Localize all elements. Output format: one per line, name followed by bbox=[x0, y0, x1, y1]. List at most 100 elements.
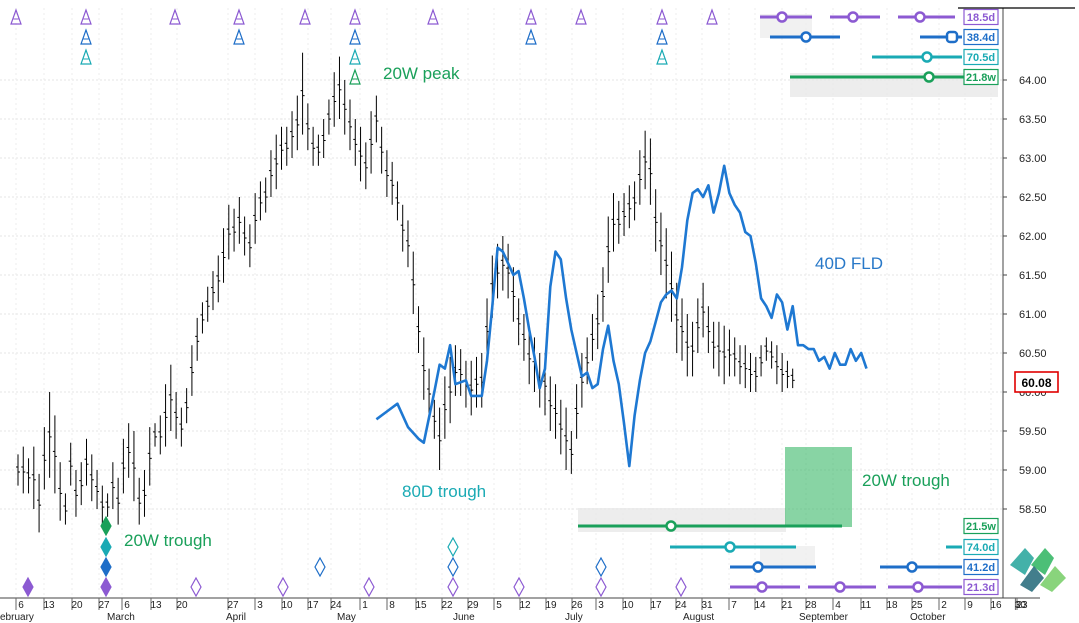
annotation-20w-peak: 20W peak bbox=[383, 64, 460, 83]
trough-diamond bbox=[363, 576, 375, 598]
trough-projection-box bbox=[785, 447, 852, 527]
x-month-label: March bbox=[107, 612, 135, 623]
annotation-20w-trough-right: 20W trough bbox=[862, 471, 950, 490]
x-day-label: 17 bbox=[307, 600, 319, 611]
x-day-label: 5 bbox=[496, 600, 502, 611]
logo-shape bbox=[1031, 548, 1054, 575]
cycle-label-text: 70.5d bbox=[967, 52, 995, 64]
trough-diamond bbox=[513, 576, 525, 598]
trough-diamond bbox=[314, 556, 326, 578]
logo-icon bbox=[1010, 548, 1066, 592]
cycle-phase-marker bbox=[847, 11, 859, 23]
last-price-label: 60.08 bbox=[1021, 376, 1051, 390]
cycle-label-text: 41.2d bbox=[967, 562, 995, 574]
peak-triangle bbox=[349, 48, 361, 65]
peak-triangle bbox=[706, 8, 718, 25]
peak-triangle bbox=[80, 48, 92, 65]
trough-diamond bbox=[100, 576, 112, 598]
cycle-label-box bbox=[963, 538, 999, 556]
x-day-label: 13 bbox=[150, 600, 162, 611]
x-day-label: 17 bbox=[650, 600, 662, 611]
trough-diamond bbox=[100, 556, 112, 578]
logo-shape bbox=[1040, 566, 1066, 592]
x-day-label: 21 bbox=[781, 600, 793, 611]
cycle-label-text: 21.8w bbox=[966, 72, 996, 84]
x-day-label: 28 bbox=[805, 600, 817, 611]
x-day-label: 31 bbox=[701, 600, 713, 611]
trough-diamond bbox=[595, 556, 607, 578]
cycle-phase-marker bbox=[914, 11, 926, 23]
x-day-label: 12 bbox=[519, 600, 531, 611]
peak-triangle bbox=[299, 8, 311, 25]
cycle-label-box bbox=[963, 517, 999, 535]
y-tick-label: 61.00 bbox=[1019, 309, 1047, 321]
trough-diamond bbox=[277, 576, 289, 598]
cycle-label-box bbox=[963, 68, 999, 86]
peak-triangle bbox=[525, 8, 537, 25]
fld-series-line bbox=[375, 164, 868, 468]
cycle-markers bbox=[10, 8, 995, 598]
peak-triangle bbox=[349, 8, 361, 25]
x-day-label: 14 bbox=[754, 600, 766, 611]
peak-triangle bbox=[349, 68, 361, 85]
x-day-label: 6 bbox=[18, 600, 24, 611]
x-day-label: 10 bbox=[281, 600, 293, 611]
peak-triangle bbox=[80, 28, 92, 45]
peak-triangle bbox=[427, 8, 439, 25]
cycle-phase-marker bbox=[752, 561, 764, 573]
peak-triangle bbox=[169, 8, 181, 25]
x-day-label: 24 bbox=[675, 600, 687, 611]
last-price-marker: 60.08 bbox=[1014, 371, 1059, 393]
x-day-label: 4 bbox=[835, 600, 841, 611]
peak-triangle bbox=[233, 28, 245, 45]
x-month-label: June bbox=[453, 612, 475, 623]
x-day-label: 29 bbox=[467, 600, 479, 611]
fld-line bbox=[375, 164, 868, 468]
trough-diamond bbox=[447, 556, 459, 578]
y-axis: 58.5059.0059.5060.0060.5061.0061.5062.00… bbox=[958, 7, 1075, 598]
cycle-label-text: 38.4d bbox=[967, 32, 995, 44]
y-tick-label: 62.50 bbox=[1019, 192, 1047, 204]
x-day-label: 24 bbox=[330, 600, 342, 611]
x-day-label: 10 bbox=[622, 600, 634, 611]
annotations: 20W peak 40D FLD 80D trough 20W trough 2… bbox=[124, 64, 950, 550]
cycle-phase-marker bbox=[921, 51, 933, 63]
annotation-40d-fld: 40D FLD bbox=[815, 254, 883, 273]
x-day-label: 27 bbox=[98, 600, 110, 611]
peak-triangle bbox=[80, 8, 92, 25]
y-tick-label: 59.50 bbox=[1019, 426, 1047, 438]
peak-triangle bbox=[525, 28, 537, 45]
x-day-label: 13 bbox=[43, 600, 55, 611]
x-day-label: 20 bbox=[176, 600, 188, 611]
last-price-box bbox=[1014, 371, 1059, 393]
cycle-label-box bbox=[963, 578, 999, 596]
x-month-label: July bbox=[565, 612, 583, 623]
x-month-label: October bbox=[910, 612, 946, 623]
x-day-label: 23 bbox=[1016, 600, 1028, 611]
annotation-80d-trough: 80D trough bbox=[402, 482, 486, 501]
x-day-label: 25 bbox=[911, 600, 923, 611]
cycle-label-text: 21.5w bbox=[966, 521, 996, 533]
y-tick-label: 59.00 bbox=[1019, 465, 1047, 477]
projection-band bbox=[578, 508, 786, 532]
y-tick-label: 60.50 bbox=[1019, 348, 1047, 360]
cycle-label-box bbox=[963, 8, 999, 26]
y-tick-label: 62.00 bbox=[1019, 231, 1047, 243]
cycle-label-text: 18.5d bbox=[967, 12, 995, 24]
trough-diamond bbox=[190, 576, 202, 598]
trough-diamond bbox=[675, 576, 687, 598]
trough-diamond bbox=[22, 576, 34, 598]
x-day-label: 16 bbox=[990, 600, 1002, 611]
ohlc-bars bbox=[16, 52, 795, 533]
x-day-label: 9 bbox=[967, 600, 973, 611]
x-day-label: 20 bbox=[71, 600, 83, 611]
x-month-label: September bbox=[799, 612, 849, 623]
x-month-label: April bbox=[226, 612, 246, 623]
x-day-label: 15 bbox=[415, 600, 427, 611]
x-day-label: 3 bbox=[598, 600, 604, 611]
x-axis: 6 13 20 27 6 13 20 27 3 10 17 24 1 8 15 22 29 5 12 19 26 3 10 1… bbox=[0, 597, 1040, 623]
peak-triangle bbox=[10, 8, 22, 25]
y-tick-label: 64.00 bbox=[1019, 75, 1047, 87]
cycle-phase-marker bbox=[912, 581, 924, 593]
